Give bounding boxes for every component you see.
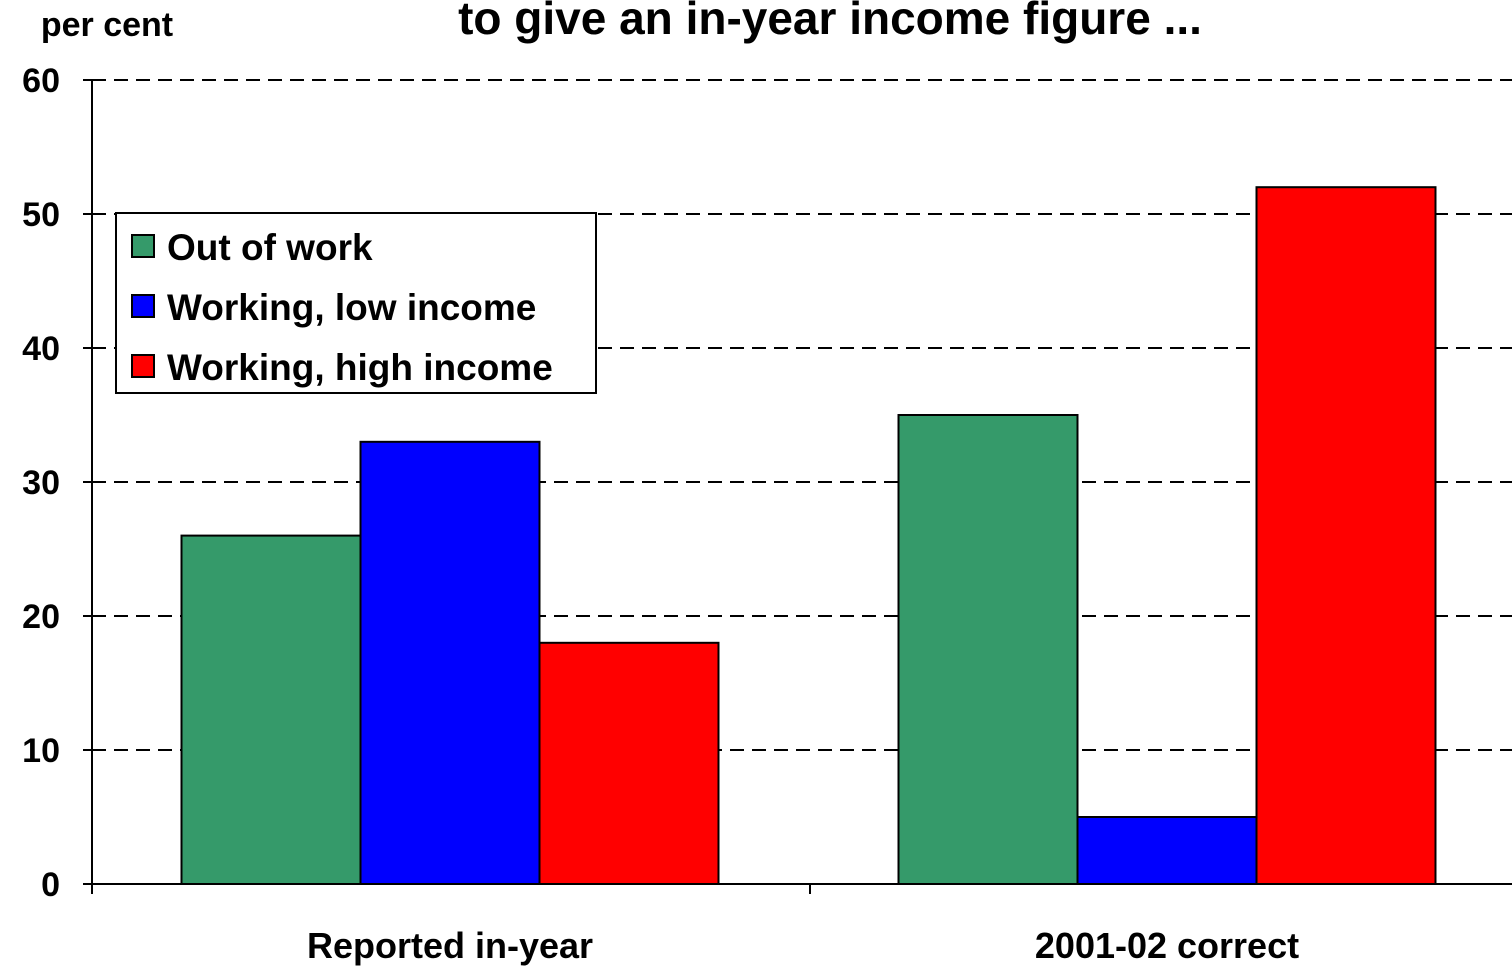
chart-title: to give an in-year income figure ... [458,0,1202,44]
y-tick-labels: 0 10 20 30 40 50 60 [22,62,60,904]
legend-swatch-1 [131,234,155,258]
axes [83,79,1512,894]
legend-label-3: Working, high income [167,347,553,388]
legend-swatch-3 [131,354,155,378]
y-tick-label-40: 40 [22,330,60,368]
category-labels: Reported in-year 2001-02 correct [307,925,1299,966]
category-label-2: 2001-02 correct [1035,925,1299,966]
y-axis-unit-label: per cent [41,6,173,44]
bar-2-3 [1255,186,1437,885]
bars [180,186,1437,885]
legend: Out of work Working, low income Working, h… [115,212,597,394]
category-label-1: Reported in-year [307,925,593,966]
legend-swatch-2 [131,294,155,318]
bar-1-2 [359,440,541,885]
bar-1-3 [538,641,720,885]
gridlines [92,79,1512,751]
y-tick-label-50: 50 [22,196,60,234]
bar-1-1 [180,534,362,885]
y-tick-label-0: 0 [41,866,60,904]
bar-2-1 [897,414,1079,885]
y-tick-label-10: 10 [22,732,60,770]
y-tick-label-60: 60 [22,62,60,100]
legend-box [115,212,597,394]
legend-label-1: Out of work [167,227,373,268]
legend-label-2: Working, low income [167,287,536,328]
legend-items: Out of work Working, low income Working, h… [131,227,553,388]
y-tick-label-20: 20 [22,598,60,636]
y-tick-label-30: 30 [22,464,60,502]
bar-2-2 [1076,816,1258,885]
